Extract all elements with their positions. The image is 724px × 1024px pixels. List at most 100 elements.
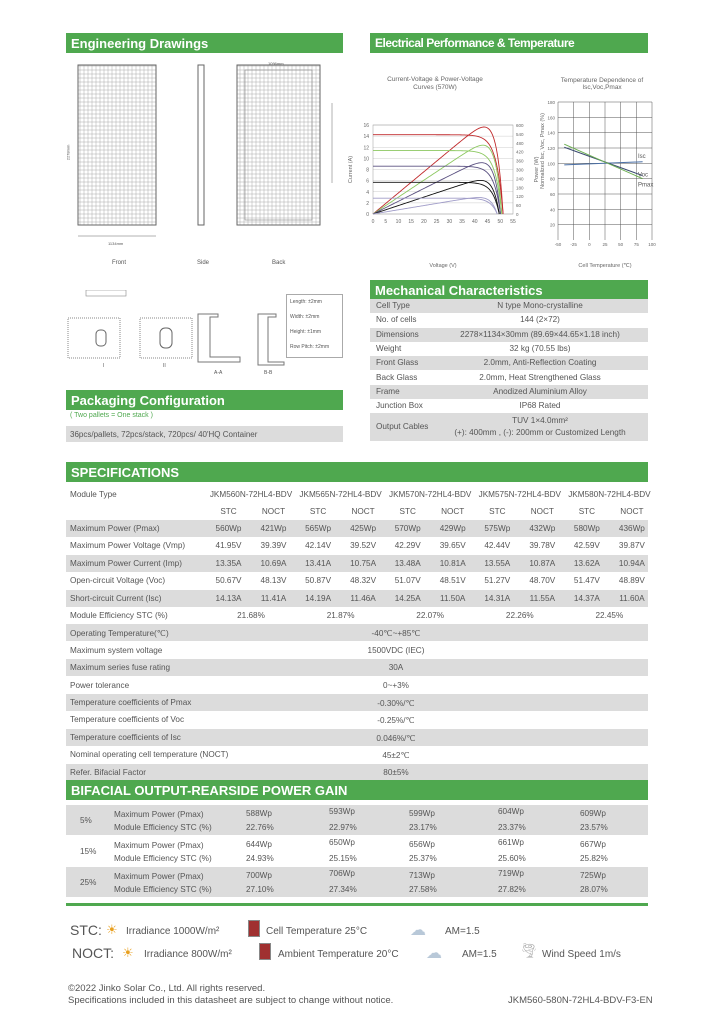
x-tick-label: 55	[510, 219, 516, 225]
cell-temperature: Cell Temperature 25°C	[266, 926, 368, 937]
condition-header: NOCT	[620, 507, 644, 516]
packaging-detail-row: 36pcs/pallets, 72pcs/stack, 720pcs/ 40'H…	[66, 426, 343, 442]
mech-value: 2.0mm, Anti-Reflection Coating	[483, 358, 597, 368]
bifacial-eff: 25.82%	[580, 854, 608, 863]
x-tick-label: -50	[555, 242, 562, 247]
y-tick-label: 120	[547, 146, 555, 151]
stc-label: STC:	[70, 922, 102, 938]
mech-value: TUV 1×4.0mm²	[512, 416, 568, 426]
notice: Specifications included in this datashee…	[68, 995, 394, 1006]
section-ii: II	[163, 363, 166, 369]
spec-value: 42.29V	[394, 541, 421, 551]
y-tick-label: 180	[547, 100, 555, 105]
stc-am: AM=1.5	[445, 926, 480, 937]
noct-am: AM=1.5	[462, 949, 497, 960]
spec-label: Temperature coefficients of Voc	[70, 715, 185, 725]
spec-value: 14.13A	[215, 593, 242, 603]
power-curve	[372, 197, 498, 215]
y-tick-label: 20	[550, 223, 556, 228]
back-view	[236, 64, 321, 226]
mech-value: N type Mono-crystalline	[497, 301, 583, 310]
bifacial-group: 5% Maximum Power (Pmax) Module Efficienc…	[66, 805, 648, 835]
spec-value: 10.94A	[618, 558, 645, 568]
temp-chart-title: Temperature Dependence of	[561, 77, 644, 84]
y2-tick-label: 300	[516, 168, 524, 173]
spec-value: 14.19A	[305, 593, 332, 603]
eff-label: Module Efficiency STC (%)	[114, 823, 212, 832]
mechanical-row: Weight 32 kg (70.55 lbs)	[370, 342, 648, 356]
cloud-icon: ☁	[426, 945, 442, 962]
spec-label: Maximum Power (Pmax)	[70, 524, 160, 533]
y2-tick-label: 540	[516, 132, 524, 137]
spec-label: Nominal operating cell temperature (NOCT…	[70, 750, 229, 760]
y-tick-label: 0	[366, 212, 369, 218]
back-label: Back	[272, 260, 286, 266]
spec-value: 42.44V	[484, 541, 511, 551]
spec-value: 10.81A	[439, 558, 466, 568]
bifacial-eff: 23.37%	[498, 823, 526, 832]
spec-value: 22.26%	[505, 611, 534, 620]
x-axis-label: Cell Temperature (℃)	[578, 263, 631, 269]
power-curve	[372, 126, 504, 215]
tol-row-pitch: Row Pitch: ±2mm	[290, 344, 330, 350]
bifacial-eff: 25.15%	[329, 854, 357, 863]
eff-label: Module Efficiency STC (%)	[114, 854, 212, 863]
current-curve	[373, 197, 498, 215]
y-tick-label: 100	[547, 161, 555, 166]
front-view	[77, 64, 157, 226]
y2-tick-label: 120	[516, 194, 524, 199]
spec-value: 425Wp	[350, 524, 377, 533]
mech-value: IP68 Rated	[519, 401, 561, 411]
document-code: JKM560-580N-72HL4-BDV-F3-EN	[508, 995, 653, 1006]
y2-tick-label: 180	[516, 185, 524, 190]
power-label: Maximum Power (Pmax)	[114, 872, 204, 881]
engineering-drawing	[77, 64, 333, 237]
bifacial-power: 593Wp	[329, 807, 355, 816]
bifacial-eff: 24.93%	[246, 854, 274, 863]
spec-value: 565Wp	[305, 524, 332, 533]
mechanical-row: No. of cells 144 (2×72)	[370, 313, 648, 327]
mech-label: Weight	[376, 344, 402, 354]
x-tick-label: 25	[434, 219, 440, 225]
spec-value: 10.87A	[529, 558, 556, 568]
current-curve	[373, 150, 503, 215]
bifacial-power: 661Wp	[498, 838, 524, 847]
spec-value: -40℃~+85℃	[371, 629, 421, 639]
module-type-row: Module Type JKM560N-72HL4-BDV JKM565N-72HL…	[66, 486, 651, 503]
y2-tick-label: 420	[516, 150, 524, 155]
condition-header: NOCT	[530, 507, 554, 516]
mech-value: 32 kg (70.55 lbs)	[509, 343, 571, 353]
x-tick-label: 0	[372, 219, 375, 225]
y2-tick-label: 60	[516, 203, 522, 208]
spec-value: 21.68%	[237, 611, 265, 620]
power-curve	[372, 179, 500, 215]
x-tick-label: 25	[602, 242, 608, 247]
y-tick-label: 80	[550, 177, 556, 182]
y-tick-label: 8	[366, 168, 369, 174]
spec-value: 39.65V	[439, 541, 466, 551]
spec-value: 432Wp	[529, 524, 556, 533]
thermometer-icon	[248, 920, 260, 937]
spec-row: Maximum Power (Pmax) 560Wp 421Wp 565Wp 425Wp…	[66, 520, 648, 537]
y-tick-label: 16	[363, 123, 369, 129]
bifacial-group: 25% Maximum Power (Pmax) Module Efficien…	[66, 867, 648, 897]
bifacial-eff: 27.34%	[329, 885, 357, 894]
spec-value: 14.25A	[394, 593, 421, 603]
width-dimension: 1134mm	[108, 241, 124, 246]
cloud-icon: ☁	[410, 922, 426, 939]
spec-label: Operating Temperature(℃)	[70, 629, 169, 639]
side-view	[197, 64, 205, 226]
spec-row: Temperature coefficients of Voc -0.25%/℃	[66, 711, 648, 728]
thermometer-icon	[259, 943, 271, 960]
x-tick-label: 10	[396, 219, 402, 225]
spec-value: 11.60A	[619, 593, 645, 603]
spec-row: Temperature coefficients of Isc 0.046%/℃	[66, 728, 648, 746]
bifacial-power: 719Wp	[498, 869, 524, 878]
spec-value: 11.50A	[440, 593, 466, 603]
x-tick-label: 40	[472, 219, 478, 225]
spec-value: 13.41A	[305, 558, 332, 568]
x-tick-label: -25	[570, 242, 577, 247]
spec-value: 1500VDC (IEC)	[367, 645, 425, 655]
condition-header: NOCT	[261, 507, 286, 516]
